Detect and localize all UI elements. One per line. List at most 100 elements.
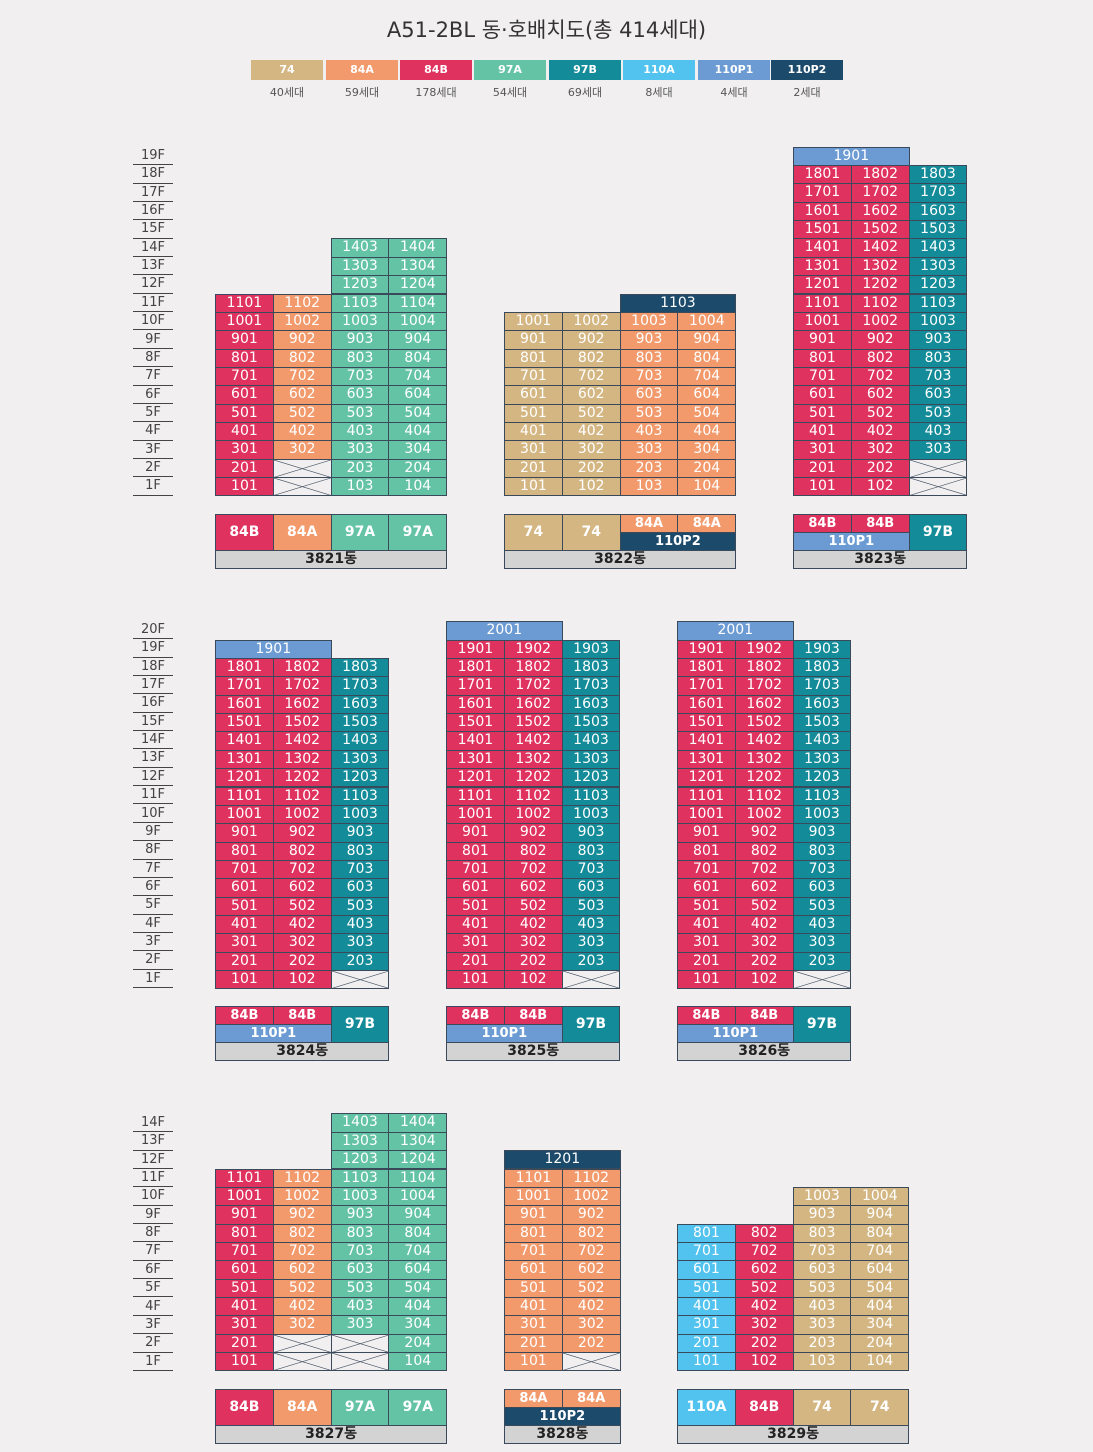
unit-cell: 404 [388,421,448,442]
unit-type-label: 110P1 [446,1024,563,1043]
unit-cell: 1503 [792,713,852,733]
unit-cell: 1501 [677,713,736,733]
unit-cell: 1802 [503,658,563,678]
unit-cell: 604 [677,385,737,405]
unit-cell: 101 [793,477,852,497]
floor-label: 17F [133,184,173,203]
floor-label: 19F [133,639,173,658]
floor-label: 11F [133,1169,173,1188]
floor-label: 3F [133,441,173,459]
unit-type-label: 84A [272,1389,332,1426]
unit-cell: 403 [330,1296,390,1317]
unit-cell: 1402 [734,731,794,751]
unit-cell: 502 [503,896,563,916]
floor-label: 8F [133,841,173,860]
unit-cell: 602 [272,1260,332,1280]
unit-type-label: 74 [792,1389,852,1426]
floor-label: 7F [133,860,173,878]
unit-cell: 501 [793,403,852,423]
unit-cell: 803 [561,841,621,861]
unit-cell: 1104 [388,1168,448,1188]
unit-cell: 702 [561,1241,621,1262]
floor-label: 1F [133,1353,173,1371]
floor-label: 5F [133,896,173,915]
unit-cell: 1701 [446,676,505,696]
unit-cell: 503 [619,403,679,423]
unit-cell: 603 [792,878,852,898]
unit-cell: 1701 [677,676,736,696]
unit-cell: 1104 [388,293,448,313]
unit-cell: 803 [908,348,968,368]
legend-count: 4세대 [720,86,748,99]
unit-cell: 902 [850,330,910,350]
unit-cell: 1303 [561,749,621,770]
building-name: 3829동 [677,1425,910,1444]
unit-cell: 301 [215,440,274,460]
unit-cell: 1501 [446,713,505,733]
unit-cell: 1001 [215,1186,274,1207]
unit-cell: 103 [619,477,679,497]
unit-type-label: 84B [850,514,910,533]
floor-label: 6F [133,386,173,404]
unit-cell: 1503 [561,713,621,733]
unit-cell: 1901 [793,146,910,167]
unit-cell: 501 [215,403,274,423]
unit-cell: 1802 [850,165,910,185]
unit-cell: 901 [215,823,274,843]
excluded-unit [272,477,332,497]
unit-type-label: 110P2 [619,532,737,551]
unit-type-label: 84B [734,1389,794,1426]
unit-cell: 204 [850,1333,910,1353]
unit-cell: 301 [504,440,563,460]
unit-cell: 301 [677,933,736,953]
unit-cell: 202 [734,951,794,971]
unit-cell: 1304 [388,256,448,277]
unit-cell: 701 [504,366,563,387]
unit-cell: 502 [734,896,794,916]
unit-cell: 1203 [908,275,968,295]
floor-label: 18F [133,658,173,677]
unit-cell: 1001 [677,804,736,825]
unit-cell: 1703 [908,183,968,203]
unit-cell: 701 [677,859,736,880]
unit-cell: 702 [272,859,332,880]
unit-cell: 601 [215,878,274,898]
unit-cell: 1801 [215,658,274,678]
floor-label: 8F [133,349,173,368]
unit-cell: 902 [272,823,332,843]
unit-cell: 301 [215,1315,274,1335]
unit-cell: 102 [272,970,332,990]
unit-type-label: 74 [561,514,621,551]
unit-cell: 402 [272,421,332,442]
floor-label: 20F [133,621,173,640]
unit-cell: 1603 [908,201,968,222]
unit-cell: 1103 [792,786,852,806]
legend-item-84a: 84A 59세대 [326,60,398,100]
legend-item-97b: 97B 69세대 [549,60,621,100]
unit-type-label: 110P1 [793,532,910,551]
unit-cell: 1803 [561,658,621,678]
unit-cell: 602 [734,1260,794,1280]
floor-label: 1F [133,477,173,496]
unit-type-label: 97A [330,514,390,551]
unit-cell: 203 [561,951,621,971]
unit-cell: 1802 [272,658,332,678]
unit-cell: 303 [619,440,679,460]
unit-cell: 1901 [215,639,332,660]
legend-swatch: 110P1 [698,60,770,80]
unit-cell: 802 [734,841,794,861]
unit-cell: 701 [215,366,274,387]
unit-cell: 404 [850,1296,910,1317]
unit-cell: 704 [850,1241,910,1262]
unit-type-label: 84A [504,1389,563,1408]
unit-cell: 1403 [330,1113,390,1133]
unit-cell: 502 [561,1278,621,1298]
unit-cell: 1603 [792,694,852,715]
unit-cell: 1003 [561,804,621,825]
unit-cell: 301 [504,1315,563,1335]
unit-cell: 1101 [504,1168,563,1188]
unit-cell: 1201 [446,768,505,788]
unit-cell: 1501 [793,220,852,240]
unit-cell: 502 [850,403,910,423]
unit-cell: 803 [792,1223,852,1243]
